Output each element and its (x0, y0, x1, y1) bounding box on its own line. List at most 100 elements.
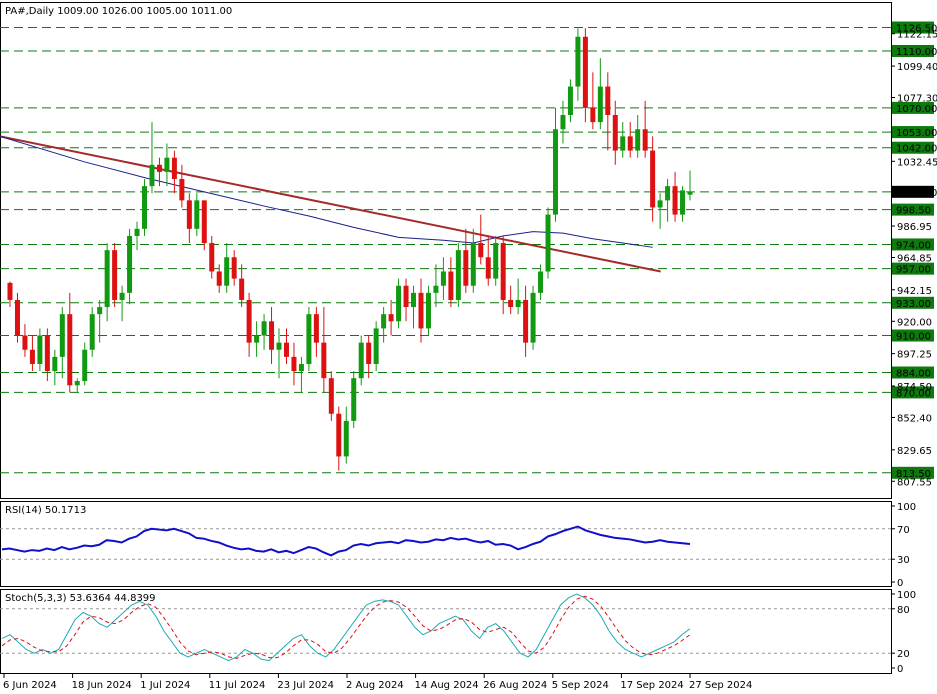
y-tick-label: 986.95 (897, 222, 932, 233)
candle (7, 281, 13, 308)
stoch-title: Stoch(5,3,3) 53.6364 44.8399 (5, 593, 156, 604)
candle (328, 371, 334, 421)
candle-body (605, 86, 611, 116)
candle (171, 150, 177, 194)
candle (485, 235, 491, 286)
candle (396, 278, 402, 329)
stoch-panel: 100 80 20 0 Stoch(5,3,3) 53.6364 44.8399 (0, 589, 916, 675)
candle (269, 307, 275, 364)
candle-body (291, 356, 297, 372)
level-tag (892, 386, 934, 399)
trendline (0, 135, 661, 273)
candle-body (321, 342, 327, 379)
candle (224, 243, 230, 293)
candle-body (37, 335, 43, 364)
candle-body (149, 164, 155, 187)
level-tag (892, 329, 934, 342)
candle-body (440, 271, 446, 286)
candle (119, 285, 125, 322)
candle-body (201, 200, 207, 244)
candle (597, 58, 603, 130)
candle-body (567, 86, 573, 116)
y-tick-label: 1077.30 (897, 94, 937, 105)
candle (523, 285, 529, 357)
level-label: 813.50 (896, 469, 931, 480)
candle (22, 324, 28, 357)
rsi-title: RSI(14) 50.1713 (5, 505, 86, 516)
candle-body (29, 349, 35, 364)
candle-body (470, 243, 476, 286)
candle-body (485, 257, 491, 279)
osc-y-tick-label: 30 (897, 555, 910, 566)
candle-body (560, 115, 566, 130)
y-tick-label: 807.55 (897, 477, 932, 488)
candle (515, 278, 521, 315)
candle (500, 235, 506, 315)
time-axis: 6 Jun 2024 18 Jun 2024 1 Jul 2024 11 Jul 20… (3, 674, 752, 691)
candle-body (545, 214, 551, 272)
candle-body (411, 292, 417, 308)
y-tick-label: 964.85 (897, 253, 932, 264)
candle-body (171, 157, 177, 180)
candle-body (597, 86, 603, 123)
candle (104, 243, 110, 322)
y-tick-label: 1032.45 (897, 157, 937, 168)
candle (336, 406, 342, 471)
candle-body (650, 150, 656, 208)
level-label: 910.00 (896, 332, 931, 343)
y-tick-label: 874.50 (897, 382, 932, 393)
y-tick-label: 829.65 (897, 446, 932, 457)
candle-body (425, 292, 431, 329)
rsi-panel: 100 70 30 0 RSI(14) 50.1713 (0, 501, 916, 589)
candle-body (313, 314, 319, 343)
stoch-layer: 100 80 20 0 (0, 590, 916, 675)
candle (283, 328, 289, 364)
level-label: 1070.00 (896, 104, 937, 115)
candle-body (298, 363, 304, 372)
candle-body (612, 115, 618, 151)
horizontal-levels (0, 27, 891, 474)
level-label: 933.00 (896, 299, 931, 310)
candle-body (552, 129, 558, 215)
price-axis: 1126.50 1110.00 1070.00 1053.00 1042.00 1011.… (891, 21, 937, 488)
candle (74, 378, 80, 393)
level-tag (892, 203, 934, 216)
candle (612, 100, 618, 165)
candle-body (216, 271, 222, 286)
level-label: 884.00 (896, 369, 931, 380)
candle-body (209, 243, 215, 272)
y-tick-label: 1099.40 (897, 62, 937, 73)
y-tick-label: 852.40 (897, 413, 932, 424)
candle (411, 285, 417, 329)
candle-body (156, 164, 162, 172)
candle-body (22, 335, 28, 350)
y-tick-label: 942.15 (897, 286, 932, 297)
candle (366, 335, 372, 379)
candle-body (635, 129, 641, 151)
level-label: 957.00 (896, 265, 931, 276)
osc-series-line (1, 593, 691, 662)
candle (44, 328, 50, 382)
y-tick-label: 897.25 (897, 350, 932, 361)
candle (463, 228, 469, 293)
level-tag (892, 141, 934, 154)
candle-body (246, 299, 252, 343)
candle-body (283, 342, 289, 357)
level-tag (892, 101, 934, 114)
candle-body (388, 314, 394, 322)
candle (403, 278, 409, 322)
osc-y-tick-label: 70 (897, 525, 910, 536)
candle-body (52, 356, 58, 372)
candle-body (343, 420, 349, 457)
candle (358, 335, 364, 386)
level-label: 1053.00 (896, 128, 937, 139)
candle-body (164, 157, 170, 172)
candle-body (478, 243, 484, 258)
candle (306, 307, 312, 372)
osc-y-tick-label: 80 (897, 605, 910, 616)
candle-body (590, 107, 596, 123)
candle-body (239, 278, 245, 300)
candle (134, 221, 140, 251)
x-tick-label: 17 Sep 2024 (620, 680, 683, 691)
candle-body (254, 335, 260, 343)
